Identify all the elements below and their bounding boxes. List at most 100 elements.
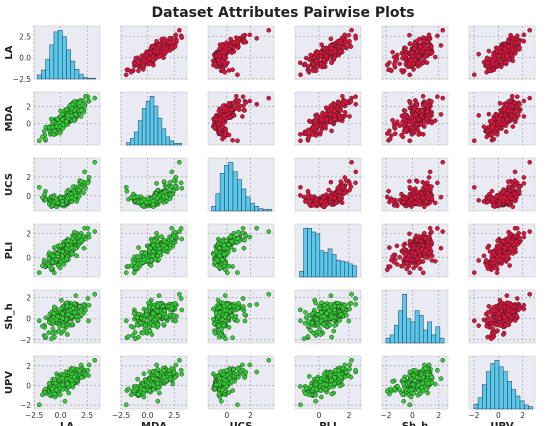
scatter-point <box>155 195 160 201</box>
scatter-point <box>36 185 42 190</box>
scatter-point <box>51 270 57 276</box>
histogram-bar <box>215 193 221 212</box>
scatter-point <box>490 58 496 64</box>
scatter-point <box>481 253 487 259</box>
scatter-point <box>438 194 444 200</box>
panel-pli-vs-mda <box>120 223 188 278</box>
scatter-point <box>221 55 227 61</box>
scatter-point <box>348 184 354 189</box>
scatter-point <box>427 225 433 231</box>
scatter-point <box>440 159 446 165</box>
scatter-point <box>496 249 502 254</box>
scatter-point <box>408 115 414 120</box>
scatter-point <box>92 95 98 101</box>
scatter-point <box>79 312 84 317</box>
scatter-point <box>407 238 413 244</box>
scatter-point <box>506 44 511 49</box>
scatter-point <box>416 53 422 59</box>
scatter-point <box>247 234 253 240</box>
y-tick-label: 2 <box>26 230 31 239</box>
scatter-point <box>485 60 490 65</box>
scatter-point <box>429 184 434 189</box>
scatter-point <box>139 53 145 59</box>
scatter-point <box>438 112 444 117</box>
scatter-point <box>323 126 328 131</box>
histogram-bar <box>130 138 135 146</box>
scatter-point <box>527 27 533 33</box>
scatter-point <box>234 93 239 99</box>
histogram-bar <box>169 140 175 146</box>
histogram-bar <box>157 117 163 146</box>
scatter-point <box>128 69 134 75</box>
scatter-point <box>150 253 156 259</box>
scatter-point <box>314 58 319 64</box>
scatter-point <box>164 185 170 191</box>
histogram-bar <box>224 165 229 212</box>
scatter-point <box>236 229 241 235</box>
scatter-point <box>161 237 167 243</box>
scatter-point <box>404 126 410 132</box>
histogram-bar <box>299 271 304 278</box>
scatter-point <box>414 233 419 239</box>
scatter-point <box>412 245 417 251</box>
scatter-point <box>425 113 431 118</box>
scatter-point <box>425 242 431 248</box>
scatter-point <box>417 253 423 259</box>
scatter-point <box>392 131 398 137</box>
scatter-point <box>497 101 503 106</box>
scatter-point <box>92 291 98 297</box>
scatter-point <box>386 188 391 194</box>
scatter-point <box>147 50 153 56</box>
scatter-point <box>329 46 334 51</box>
scatter-point <box>498 242 504 248</box>
scatter-point <box>148 263 154 268</box>
scatter-point <box>435 94 440 99</box>
scatter-point <box>46 330 51 335</box>
y-tick-label: −2 <box>20 336 31 345</box>
scatter-point <box>123 72 129 78</box>
scatter-point <box>440 27 446 33</box>
scatter-point <box>298 72 303 78</box>
scatter-point <box>254 36 260 41</box>
panel-mda-vs-ucs <box>207 91 275 146</box>
scatter-point <box>82 169 87 175</box>
scatter-point <box>141 58 147 64</box>
scatter-point <box>70 184 76 190</box>
scatter-point <box>485 199 490 205</box>
scatter-point <box>505 179 511 184</box>
scatter-point <box>301 194 307 200</box>
scatter-point <box>329 106 334 111</box>
scatter-point <box>400 69 406 75</box>
histogram-bar <box>232 171 238 212</box>
scatter-point <box>123 270 129 275</box>
scatter-point <box>387 60 392 65</box>
scatter-point <box>154 181 159 186</box>
scatter-point <box>414 179 420 184</box>
scatter-point <box>390 254 395 259</box>
scatter-point <box>228 36 234 42</box>
scatter-point <box>402 112 407 118</box>
scatter-point <box>403 251 408 257</box>
scatter-point <box>419 107 425 113</box>
y-tick-label: 2 <box>26 103 31 112</box>
scatter-point <box>222 106 228 111</box>
scatter-point <box>392 124 397 130</box>
scatter-point <box>504 117 510 122</box>
scatter-point <box>303 55 309 61</box>
scatter-point <box>126 334 131 339</box>
scatter-point <box>335 185 341 191</box>
scatter-point <box>164 245 169 251</box>
scatter-point <box>266 229 272 234</box>
scatter-point <box>348 99 354 104</box>
scatter-point <box>423 45 428 51</box>
scatter-point <box>70 321 75 327</box>
histogram-bar <box>53 31 59 80</box>
scatter-point <box>514 94 520 99</box>
scatter-point <box>387 245 392 250</box>
scatter-point <box>65 113 71 118</box>
scatter-point <box>65 242 71 248</box>
histogram-bar <box>327 248 333 278</box>
scatter-point <box>491 53 496 59</box>
scatter-point <box>340 93 345 99</box>
